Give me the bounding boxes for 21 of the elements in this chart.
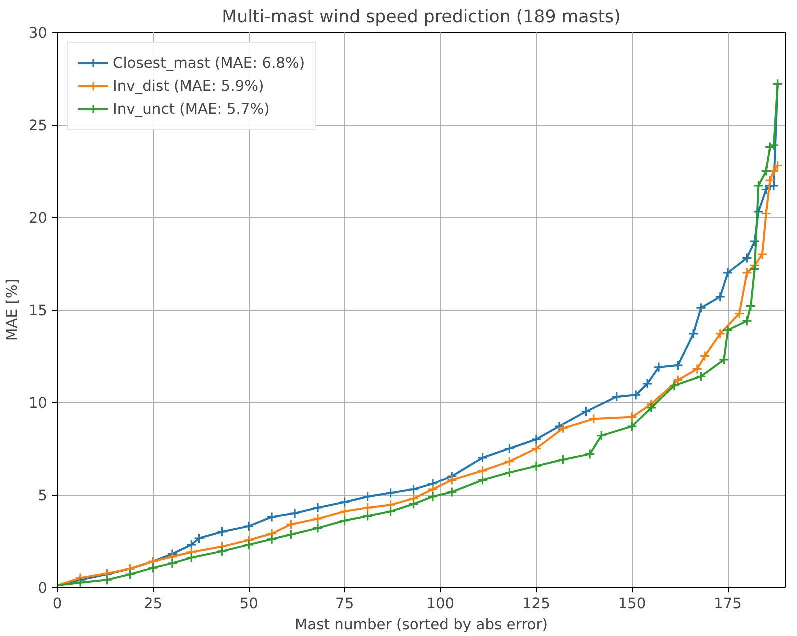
x-tick-label: 25 <box>144 596 163 612</box>
legend-label: Inv_dist (MAE: 5.9%) <box>113 78 264 94</box>
legend-label: Closest_mast (MAE: 6.8%) <box>113 54 306 72</box>
x-axis-title: Mast number (sorted by abs error) <box>294 616 548 634</box>
y-tick-label: 25 <box>28 118 48 134</box>
x-tick-label: 125 <box>522 596 550 612</box>
y-axis-title: MAE [%] <box>4 279 21 341</box>
x-tick-label: 0 <box>52 596 62 612</box>
x-tick-label: 100 <box>426 596 455 612</box>
y-tick-label: 5 <box>38 488 48 504</box>
chart-title: Multi-mast wind speed prediction (189 masts) <box>222 8 621 28</box>
y-tick-label: 15 <box>28 302 48 320</box>
y-tick-label: 30 <box>28 25 48 42</box>
x-tick-label: 75 <box>336 596 354 612</box>
y-tick-label: 0 <box>38 580 48 597</box>
x-tick-label: 150 <box>618 596 646 612</box>
y-tick-label: 10 <box>28 395 48 412</box>
x-tick-label: 175 <box>714 596 742 612</box>
legend-label: Inv_unct (MAE: 5.7%) <box>113 100 270 118</box>
y-tick-label: 20 <box>28 210 48 227</box>
x-tick-label: 50 <box>240 596 258 612</box>
